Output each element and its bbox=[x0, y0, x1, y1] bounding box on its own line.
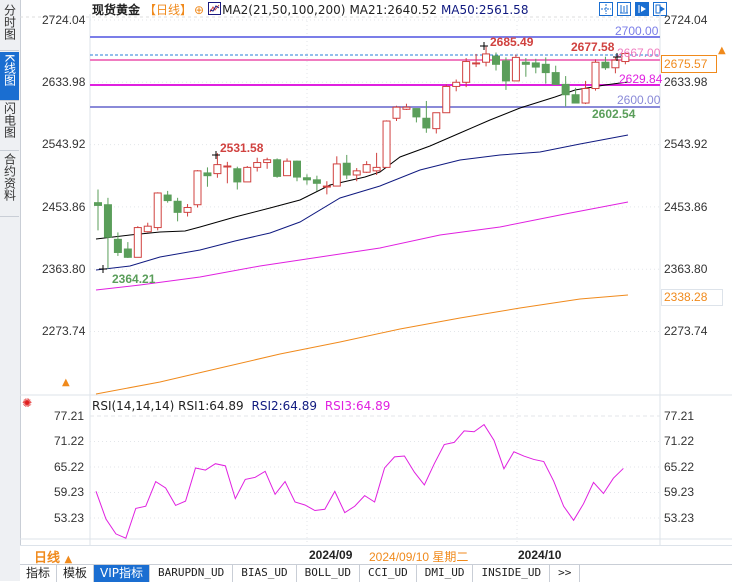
svg-text:2677.58: 2677.58 bbox=[571, 40, 615, 54]
right-axis-tick: 2633.98 bbox=[664, 75, 708, 89]
zoom-bars-icon[interactable] bbox=[617, 2, 631, 16]
left-axis-tick: 2363.80 bbox=[42, 262, 86, 276]
ma200-value-badge: 2338.28 bbox=[661, 289, 723, 306]
left-axis-tick: 2543.92 bbox=[42, 137, 86, 151]
rsi-right-tick: 59.23 bbox=[664, 485, 695, 499]
period-selector-label: 日线 bbox=[34, 551, 61, 566]
indicator-tabs: 指标 模板 VIP指标 BARUPDN_UD BIAS_UD BOLL_UD C… bbox=[20, 564, 732, 582]
sidebar-tab-timeshare[interactable]: 分时图 bbox=[0, 4, 19, 48]
divider bbox=[0, 150, 19, 151]
divider bbox=[0, 216, 19, 217]
rsi-left-tick: 53.23 bbox=[54, 511, 85, 525]
indicator-params: MA2(21,50,100,200) bbox=[222, 3, 346, 17]
rsi-left-tick: 77.21 bbox=[54, 409, 85, 423]
crosshair-icon[interactable] bbox=[599, 2, 613, 16]
sidebar-tab-kline[interactable]: K线图 bbox=[0, 52, 19, 100]
candlestick-chart[interactable]: 2685.49 2677.58 2531.58 2364.21 2602.54 2700.… bbox=[0, 0, 732, 545]
tab-template[interactable]: 模板 bbox=[57, 565, 95, 582]
date-axis bbox=[20, 545, 732, 564]
tab-boll-ud[interactable]: BOLL_UD bbox=[297, 565, 360, 582]
rsi-right-tick: 65.22 bbox=[664, 460, 695, 474]
sidebar-tab-contract-info[interactable]: 合约资料 bbox=[0, 153, 19, 215]
rsi-right-tick: 71.22 bbox=[664, 434, 695, 448]
chart-toolbar bbox=[599, 2, 671, 21]
period-label: 【日线】 bbox=[144, 3, 193, 17]
svg-text:2685.49: 2685.49 bbox=[490, 35, 534, 49]
sidebar-tab-label: K线图 bbox=[2, 54, 17, 86]
left-axis-tick: 2273.74 bbox=[42, 324, 86, 338]
date-tick: 2024/10 bbox=[518, 548, 562, 562]
add-indicator-icon[interactable]: ⊕ bbox=[194, 3, 205, 17]
tab-bias-ud[interactable]: BIAS_UD bbox=[233, 565, 297, 582]
rsi-name: RSI(14,14,14) bbox=[92, 399, 175, 413]
left-sidebar: 分时图 K线图 闪电图 合约资料 bbox=[0, 0, 21, 581]
rsi-left-tick: 71.22 bbox=[54, 434, 85, 448]
tab-cci-ud[interactable]: CCI_UD bbox=[360, 565, 417, 582]
rsi-right-tick: 53.23 bbox=[664, 511, 695, 525]
period-selector[interactable]: 日线 ▲ bbox=[34, 547, 72, 566]
tab-barupdn-ud[interactable]: BARUPDN_UD bbox=[150, 565, 234, 582]
svg-text:2600.00: 2600.00 bbox=[617, 93, 661, 107]
svg-text:2667.00: 2667.00 bbox=[617, 46, 661, 60]
rsi-line bbox=[95, 423, 624, 539]
tab-indicator[interactable]: 指标 bbox=[20, 565, 58, 582]
price-alert-icon[interactable]: ▲ bbox=[718, 45, 726, 56]
rsi-left-tick: 65.22 bbox=[54, 460, 85, 474]
divider bbox=[0, 50, 19, 51]
chart-header: 现货黄金 【日线】 ⊕ MA2(21,50,100,200) MA21:2640.52 M… bbox=[92, 1, 532, 19]
sidebar-tab-label: 合约资料 bbox=[2, 153, 17, 201]
svg-text:2629.84: 2629.84 bbox=[619, 72, 663, 86]
left-axis-tick: 2724.04 bbox=[42, 13, 86, 27]
rsi-header: RSI(14,14,14) RSI1:64.89 RSI2:64.89 RSI3… bbox=[92, 398, 390, 414]
current-price-badge: 2675.57 bbox=[661, 55, 717, 73]
date-tick: 2024/09 bbox=[309, 548, 353, 562]
rsi-settings-icon[interactable]: ✺ bbox=[22, 396, 33, 410]
ma21-value: MA21:2640.52 bbox=[349, 3, 437, 17]
instrument-name: 现货黄金 bbox=[92, 3, 141, 17]
grid-lines bbox=[90, 17, 660, 545]
rsi3-value: RSI3:64.89 bbox=[324, 399, 391, 413]
sidebar-tab-flash[interactable]: 闪电图 bbox=[0, 102, 19, 148]
svg-text:2531.58: 2531.58 bbox=[220, 141, 264, 155]
price-annotations: 2685.49 2677.58 2531.58 2364.21 2602.54 2700.… bbox=[99, 24, 663, 286]
scroll-up-icon[interactable]: ▲ bbox=[62, 377, 70, 388]
right-axis-tick: 2273.74 bbox=[664, 324, 708, 338]
ma50-value: MA50:2561.58 bbox=[440, 3, 529, 17]
tab-dmi-ud[interactable]: DMI_UD bbox=[417, 565, 474, 582]
candles bbox=[94, 46, 630, 269]
right-axis-tick: 2363.80 bbox=[664, 262, 708, 276]
sidebar-tab-label: 分时图 bbox=[2, 4, 17, 40]
svg-text:2602.54: 2602.54 bbox=[592, 107, 636, 121]
rsi-left-tick: 59.23 bbox=[54, 485, 85, 499]
divider bbox=[0, 100, 19, 101]
svg-text:2700.00: 2700.00 bbox=[615, 24, 659, 38]
svg-text:2364.21: 2364.21 bbox=[112, 272, 156, 286]
rsi-right-tick: 77.21 bbox=[664, 409, 695, 423]
rsi2-value: RSI2:64.89 bbox=[251, 399, 318, 413]
period-dropdown-icon: ▲ bbox=[64, 554, 73, 565]
cursor-date: 2024/09/10 星期二 bbox=[369, 550, 469, 564]
indicator-chart-icon[interactable] bbox=[208, 2, 222, 15]
tab-more[interactable]: >> bbox=[550, 565, 581, 582]
rsi1-value: RSI1:64.89 bbox=[178, 399, 244, 413]
step-forward-icon[interactable] bbox=[635, 2, 649, 16]
tab-inside-ud[interactable]: INSIDE_UD bbox=[473, 565, 551, 582]
right-axis-tick: 2543.92 bbox=[664, 137, 708, 151]
tab-vip-indicator[interactable]: VIP指标 bbox=[94, 565, 151, 582]
left-axis-tick: 2633.98 bbox=[42, 75, 86, 89]
moving-average-lines bbox=[95, 81, 629, 395]
right-axis-tick: 2453.86 bbox=[664, 200, 708, 214]
left-axis-tick: 2453.86 bbox=[42, 200, 86, 214]
sidebar-tab-label: 闪电图 bbox=[2, 102, 17, 138]
right-axis-tick: 2724.04 bbox=[664, 13, 708, 27]
